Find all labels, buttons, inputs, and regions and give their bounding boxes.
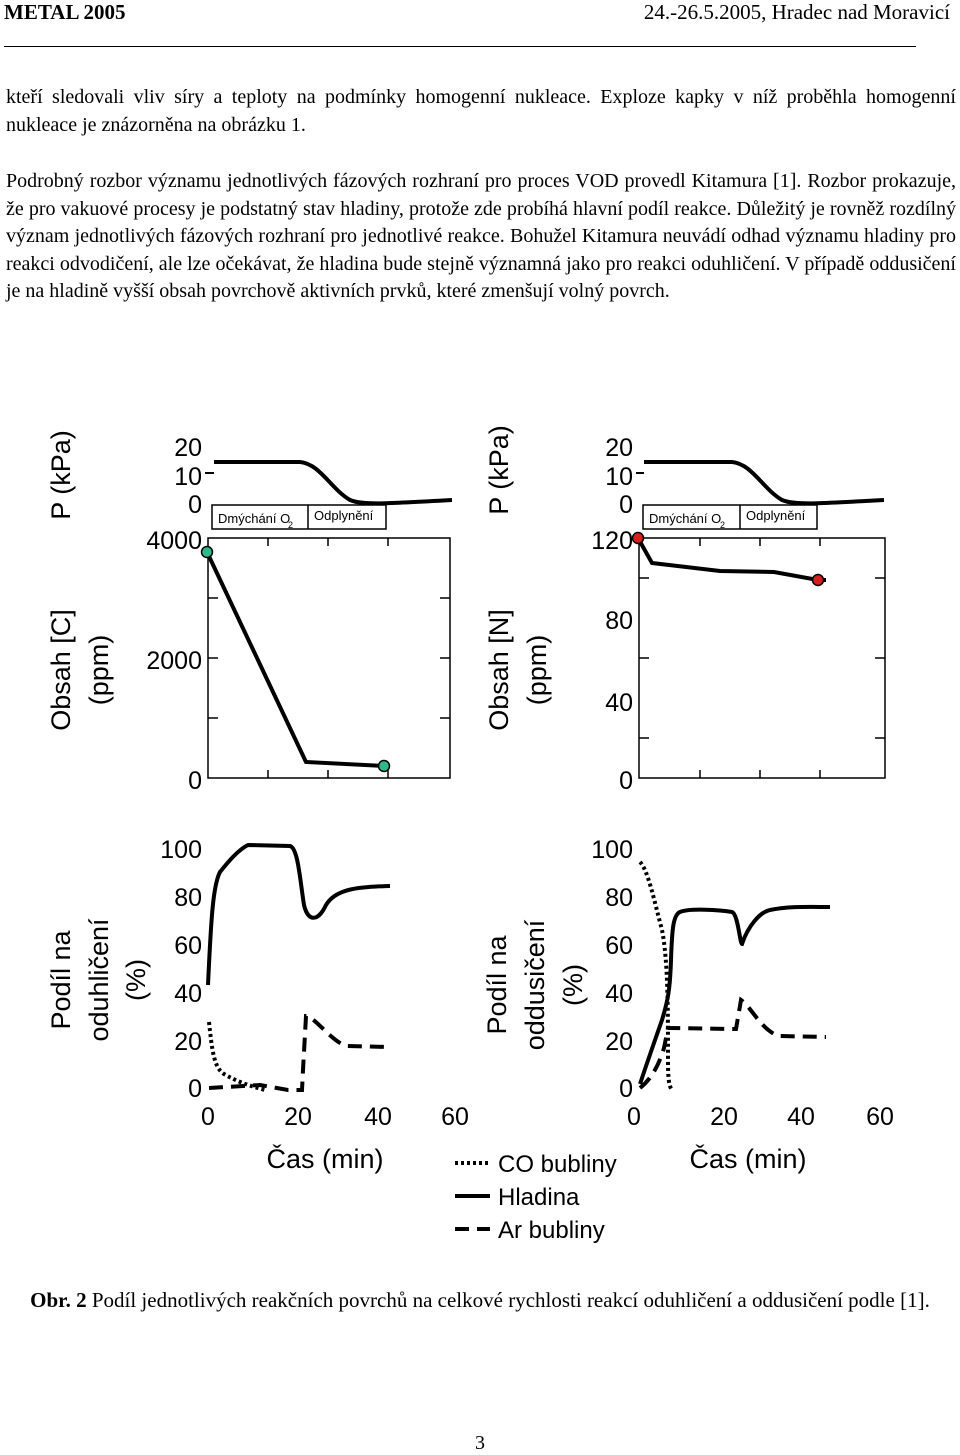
figure-caption: Obr. 2 Podíl jednotlivých reakčních povr… (0, 1286, 960, 1314)
right-time-tick: 60 (866, 1103, 894, 1131)
left-share-tick: 60 (174, 932, 202, 960)
left-time-tick: 20 (284, 1103, 312, 1131)
right-time-tick: 0 (627, 1103, 641, 1131)
right-share-axis-label-2: oddusičení (520, 919, 550, 1050)
right-share-ar-curve (638, 996, 827, 1090)
left-carbon-curve (205, 551, 385, 768)
right-share-surface-curve (638, 904, 831, 1085)
left-phase-label-sub: 2 (288, 520, 293, 530)
right-share-tick: 0 (619, 1075, 633, 1103)
right-share-tick: 40 (605, 980, 633, 1008)
left-share-axis-label-2: oduhličení (84, 918, 114, 1042)
right-share-axis-label-1: Podíl na (482, 934, 512, 1034)
right-pressure-tick: 0 (619, 491, 633, 519)
left-carbon-marker-start (200, 545, 214, 559)
right-pressure-tick: 20 (605, 434, 633, 462)
right-nitrogen-curve (636, 537, 826, 582)
left-content-axis-label-1: Obsah [C] (46, 609, 76, 731)
left-carbon-marker-end (377, 759, 391, 773)
paragraph-2: Podrobný rozbor významu jednotlivých fáz… (6, 170, 956, 302)
right-phase-box (642, 504, 818, 530)
left-share-ar-curve (208, 1013, 391, 1092)
conference-date-place: 24.-26.5.2005, Hradec nad Moravicí (643, 0, 950, 24)
left-phase-box (211, 504, 387, 530)
left-share-tick: 20 (174, 1028, 202, 1056)
right-nitrogen-marker-start (631, 531, 645, 545)
left-content-axis-label-2: (ppm) (84, 635, 114, 706)
right-share-tick: 80 (605, 884, 633, 912)
right-share-tick: 20 (605, 1028, 633, 1056)
page-number: 3 (475, 1432, 485, 1454)
left-time-tick: 40 (364, 1103, 392, 1131)
legend-surface-label: Hladina (498, 1184, 580, 1211)
paragraph-1: kteří sledovali vliv síry a teploty na p… (6, 86, 956, 136)
header-rule (4, 46, 916, 47)
right-content-tick: 120 (591, 527, 633, 555)
left-share-axis-label-3: (%) (121, 959, 151, 1001)
left-share-axis-label-1: Podíl na (46, 929, 76, 1029)
right-pressure-axis-label: P (kPa) (484, 425, 514, 515)
left-share-tick: 40 (174, 980, 202, 1008)
left-pressure-tick: 0 (188, 491, 202, 519)
left-phase-label-degas: Odplynění (314, 508, 374, 523)
right-nitrogen-marker-end (811, 573, 825, 587)
right-time-tick: 40 (787, 1103, 815, 1131)
right-time-axis-label: Čas (min) (689, 1143, 806, 1174)
right-share-tick: 60 (605, 932, 633, 960)
right-phase-label-degas: Odplynění (746, 508, 806, 523)
left-share-surface-curve (206, 842, 391, 986)
left-time-tick: 60 (441, 1103, 469, 1131)
left-pressure-axis-label: P (kPa) (46, 430, 76, 520)
right-pressure-tick: 10 (605, 463, 633, 491)
right-phase-label-o2: Dmýchání O (649, 511, 721, 526)
left-share-tick: 0 (188, 1075, 202, 1103)
left-panel: P (kPa) Obsah [C] (ppm) Podíl na oduhlič… (46, 430, 469, 1174)
left-content-tick: 0 (188, 767, 202, 795)
conference-name: METAL 2005 (4, 0, 126, 24)
right-share-tick: 100 (591, 836, 633, 864)
right-phase-label-sub: 2 (720, 520, 725, 530)
right-content-frame (638, 537, 886, 779)
left-share-tick: 80 (174, 884, 202, 912)
left-content-tick: 2000 (146, 647, 202, 675)
figure-2: P (kPa) Obsah [C] (ppm) Podíl na oduhlič… (46, 425, 894, 1244)
right-share-co-curve (638, 860, 674, 1092)
right-pressure-curve (644, 460, 885, 506)
right-time-tick: 20 (710, 1103, 738, 1131)
legend-ar-label: Ar bubliny (498, 1217, 605, 1244)
left-share-co-curve (207, 1021, 266, 1092)
left-pressure-curve (214, 460, 453, 506)
right-panel: P (kPa) Obsah [N] (ppm) Podíl na oddusič… (482, 425, 894, 1174)
legend-co-label: CO bubliny (498, 1151, 617, 1178)
left-time-axis-label: Čas (min) (266, 1143, 383, 1174)
right-content-axis-label-1: Obsah [N] (484, 609, 514, 731)
left-pressure-tick: 20 (174, 434, 202, 462)
left-content-tick: 4000 (146, 527, 202, 555)
page-header: METAL 2005 24.-26.5.2005, Hradec nad Mor… (0, 0, 960, 47)
left-content-frame (207, 537, 451, 779)
right-content-tick: 0 (619, 767, 633, 795)
legend: CO bubliny Hladina Ar bubliny (455, 1151, 617, 1244)
right-content-tick: 40 (605, 689, 633, 717)
left-phase-label-o2: Dmýchání O (218, 511, 290, 526)
left-time-tick: 0 (201, 1103, 215, 1131)
left-pressure-tick: 10 (174, 463, 202, 491)
right-share-axis-label-3: (%) (558, 964, 588, 1006)
right-content-axis-label-2: (ppm) (522, 635, 552, 706)
caption-text: Podíl jednotlivých reakčních povrchů na … (86, 1288, 930, 1312)
caption-label: Obr. 2 (30, 1288, 87, 1312)
right-content-tick: 80 (605, 607, 633, 635)
left-share-tick: 100 (160, 836, 202, 864)
